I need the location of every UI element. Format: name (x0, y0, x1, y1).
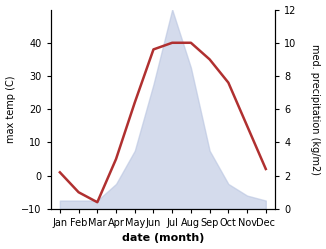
Y-axis label: max temp (C): max temp (C) (6, 75, 16, 143)
X-axis label: date (month): date (month) (122, 234, 204, 244)
Y-axis label: med. precipitation (kg/m2): med. precipitation (kg/m2) (310, 44, 320, 175)
